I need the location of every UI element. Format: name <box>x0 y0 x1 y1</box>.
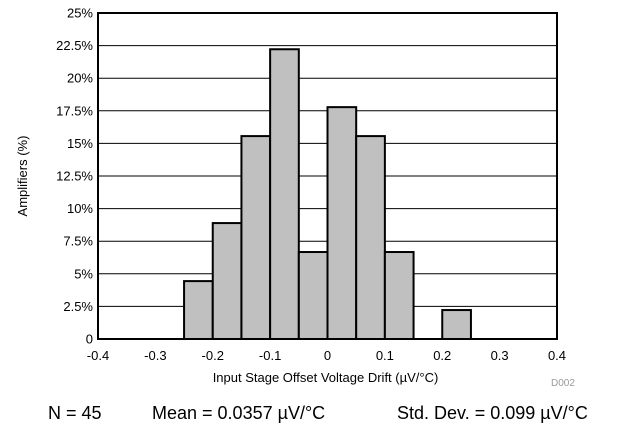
figure-code: D002 <box>551 378 575 389</box>
sample-count: N = 45 <box>48 403 102 423</box>
std-dev-value: Std. Dev. = 0.099 µV/°C <box>397 403 588 423</box>
histogram-bar <box>183 280 214 340</box>
histogram-bar <box>297 251 329 340</box>
x-tick-label: 0 <box>324 348 331 363</box>
y-tick-label: 22.5% <box>56 38 93 53</box>
x-tick-label: 0.2 <box>433 348 451 363</box>
x-tick-label: 0.3 <box>491 348 509 363</box>
histogram-bar <box>211 222 243 340</box>
y-tick-label: 15% <box>67 136 93 151</box>
x-tick-label: -0.4 <box>87 348 109 363</box>
y-tick-label: 7.5% <box>63 234 93 249</box>
histogram-bar <box>355 135 386 340</box>
histogram-bar <box>441 309 472 341</box>
stats-line: N = 45 Mean = 0.0357 µV/°C Std. Dev. = 0… <box>0 400 623 426</box>
x-axis-label: Input Stage Offset Voltage Drift (µV/°C) <box>213 370 439 385</box>
histogram-bar <box>383 251 415 340</box>
y-tick-label: 25% <box>67 6 93 21</box>
mean-value: Mean = 0.0357 µV/°C <box>152 403 326 423</box>
plot-frame <box>97 12 558 340</box>
y-tick-label: 12.5% <box>56 169 93 184</box>
x-tick-label: 0.4 <box>548 348 566 363</box>
x-tick-label: -0.2 <box>202 348 224 363</box>
histogram-bar <box>326 106 358 340</box>
y-tick-label: 2.5% <box>63 299 93 314</box>
x-tick-label: -0.1 <box>259 348 281 363</box>
y-tick-label: 10% <box>67 201 93 216</box>
y-tick-label: 20% <box>67 71 93 86</box>
histogram-bar <box>269 48 300 341</box>
y-axis-label: Amplifiers (%) <box>15 136 30 217</box>
x-tick-label: 0.1 <box>376 348 394 363</box>
y-tick-label: 5% <box>74 266 93 281</box>
x-tick-label: -0.3 <box>144 348 166 363</box>
histogram-chart: 0 2.5% 5% 7.5% 10% 12.5% 15% 17.5% 20% 22.5% 25% -… <box>15 6 575 390</box>
y-tick-label: 0 <box>86 332 93 347</box>
histogram-bar <box>240 135 272 340</box>
y-tick-label: 17.5% <box>56 103 93 118</box>
